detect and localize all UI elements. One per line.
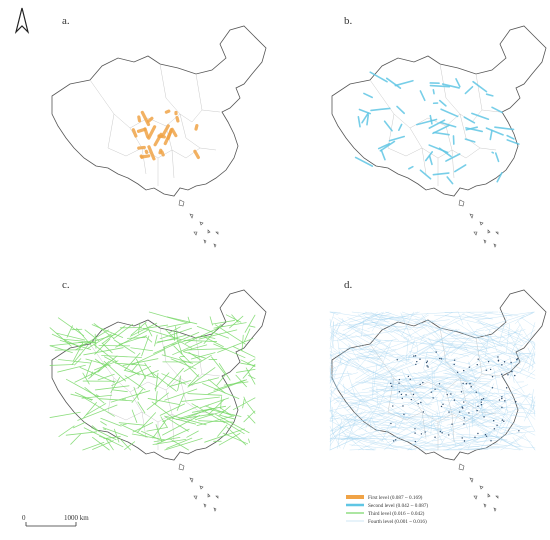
flow-lines-level-1 xyxy=(131,109,200,161)
map-panel-d xyxy=(329,289,547,512)
legend: First level (0.087 ~ 0.169)Second level … xyxy=(346,494,428,525)
panel-label-d: d. xyxy=(344,279,353,291)
panel-label-a: a. xyxy=(62,15,70,27)
flow-lines-level-2 xyxy=(354,71,520,185)
legend-label-level-4: Fourth level (0.001 ~ 0.016) xyxy=(368,518,427,525)
legend-label-level-1: First level (0.087 ~ 0.169) xyxy=(368,494,423,501)
map-panel-c xyxy=(49,289,267,512)
north-arrow-icon xyxy=(14,7,30,34)
map-panel-a xyxy=(51,25,267,248)
scale-start: 0 xyxy=(22,514,26,522)
panel-label-b: b. xyxy=(344,15,353,27)
scale-bar: 0 1000 km xyxy=(22,514,89,527)
legend-label-level-2: Second level (0.042 ~ 0.087) xyxy=(368,502,428,509)
flow-lines-level-3 xyxy=(49,311,256,451)
legend-label-level-3: Third level (0.016 ~ 0.042) xyxy=(368,510,425,517)
map-panel-b xyxy=(331,25,547,248)
scale-end: 1000 km xyxy=(64,514,89,522)
panel-label-c: c. xyxy=(62,279,70,291)
flow-lines-level-4 xyxy=(329,311,536,451)
